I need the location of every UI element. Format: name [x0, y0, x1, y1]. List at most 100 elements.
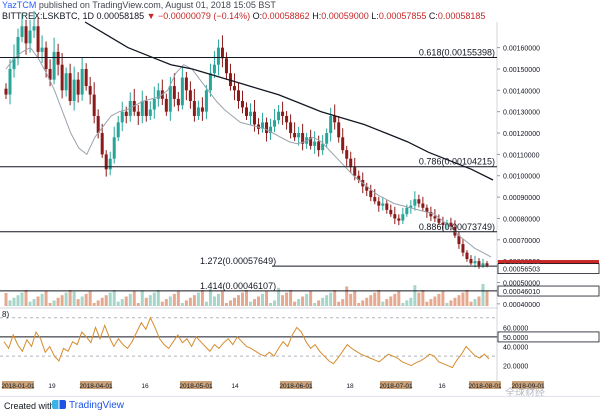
price-axis-bg	[498, 22, 600, 384]
candle-body	[156, 90, 160, 99]
volume-bar	[208, 289, 212, 306]
volume-bar	[297, 299, 301, 306]
candle-body	[44, 47, 48, 69]
volume-bar	[465, 290, 469, 306]
volume-bar	[164, 299, 168, 306]
candle-body	[112, 137, 116, 159]
volume-bar	[409, 297, 413, 306]
candle-body	[140, 101, 144, 116]
volume-bar	[56, 297, 60, 306]
volume-bar	[184, 300, 188, 306]
volume-bar	[421, 290, 425, 306]
candle-body	[293, 133, 297, 138]
volume-bar	[176, 291, 180, 306]
price-chart[interactable]: 0.618(0.00155398) 0.786(0.00104215) 0.886(…	[0, 0, 600, 396]
candle-body	[417, 199, 421, 204]
volume-bar	[457, 295, 461, 306]
author-link[interactable]: YazTCM	[2, 0, 37, 10]
candle-body	[88, 86, 92, 95]
volume-bar	[429, 299, 433, 306]
time-tick-label: 2018-01-01	[1, 383, 35, 390]
candle-body	[184, 77, 188, 91]
time-tick-label: 16	[438, 383, 446, 390]
candle-body	[421, 203, 425, 208]
candle-body	[172, 86, 176, 99]
time-tick-label: 16	[141, 383, 149, 390]
volume-bar	[389, 296, 393, 306]
rsi-line	[3, 316, 490, 369]
volume-bar	[228, 300, 232, 306]
time-tick-label: 2018-05-01	[179, 383, 213, 390]
candle-body	[341, 137, 345, 151]
volume-bar	[52, 300, 56, 306]
candle-body	[441, 222, 445, 225]
volume-bar	[301, 296, 305, 306]
symbol-name: BITTREX:LSKBTC, 1D	[2, 11, 95, 21]
candle-body	[473, 261, 477, 264]
fib-level-label: 1.414(0.00046107)	[200, 281, 276, 291]
candle-body	[56, 51, 60, 65]
candle-body	[8, 68, 12, 95]
volume-bar	[88, 291, 92, 306]
volume-bar	[200, 290, 204, 306]
candle-body	[236, 90, 240, 102]
time-tick-highlight	[380, 381, 412, 389]
volume-bar	[309, 291, 313, 306]
candle-body	[381, 203, 385, 206]
low-value: 0.00057855	[378, 11, 427, 21]
candle-body	[76, 79, 80, 95]
fib-levels: 0.618(0.00155398) 0.786(0.00104215) 0.886(…	[0, 47, 497, 292]
volume-bar	[148, 295, 152, 306]
volume-bar	[232, 297, 236, 306]
candle-body	[245, 107, 248, 116]
time-tick-highlight	[80, 381, 112, 389]
volume-bar	[377, 290, 381, 306]
volume-bar	[100, 297, 104, 306]
candle-body	[32, 26, 36, 31]
price-tick-label: 0.00090000	[503, 195, 540, 202]
candle-body	[357, 175, 361, 181]
volume-bar	[40, 293, 44, 306]
footer: Created with TradingView	[0, 396, 600, 415]
volume-bar	[441, 291, 445, 306]
volume-bar	[249, 301, 253, 306]
price-axis: 0.00160000 0.00150000 0.00140000 0.00130000…	[497, 22, 600, 384]
candle-body	[313, 141, 317, 146]
volume-bar	[240, 292, 244, 306]
candle-body	[84, 68, 88, 87]
rsi-tag	[497, 331, 600, 343]
volume-bar	[68, 290, 72, 306]
volume-bar	[120, 299, 124, 306]
price-tag	[497, 263, 600, 275]
candle-body	[385, 203, 389, 210]
candle-body	[28, 30, 32, 44]
time-tick-label: 2018-07-01	[379, 383, 413, 390]
candle-body	[124, 111, 128, 116]
candle-body	[449, 222, 453, 227]
volume-bar	[341, 299, 345, 306]
tradingview-link[interactable]: TradingView	[52, 400, 124, 411]
candle-body	[309, 137, 313, 146]
candle-body	[401, 214, 405, 221]
candle-body	[265, 122, 269, 134]
candle-body	[4, 88, 8, 95]
volume-bar	[8, 300, 12, 306]
candle-body	[253, 111, 257, 125]
candle-body	[273, 120, 277, 127]
volume-bar	[124, 296, 128, 306]
price-tick-label: 0.00160000	[503, 46, 540, 53]
low-label: L:	[371, 11, 379, 21]
volume-bar	[128, 293, 132, 306]
fib-level-label: 1.272(0.00057649)	[200, 256, 276, 266]
volume-bar	[345, 286, 349, 306]
time-tick-highlight	[280, 381, 312, 389]
candle-body	[64, 73, 68, 91]
volume-bar	[461, 292, 465, 306]
volume-bar	[92, 303, 96, 306]
candle-body	[481, 263, 485, 266]
candle-body	[200, 107, 204, 112]
price-change: ▼ −0.00000079 (−0.14%)	[146, 11, 251, 21]
volume-bar	[277, 287, 281, 306]
volume-bar	[257, 296, 261, 306]
publish-header: YazTCM published on TradingView.com, Aug…	[2, 0, 276, 12]
